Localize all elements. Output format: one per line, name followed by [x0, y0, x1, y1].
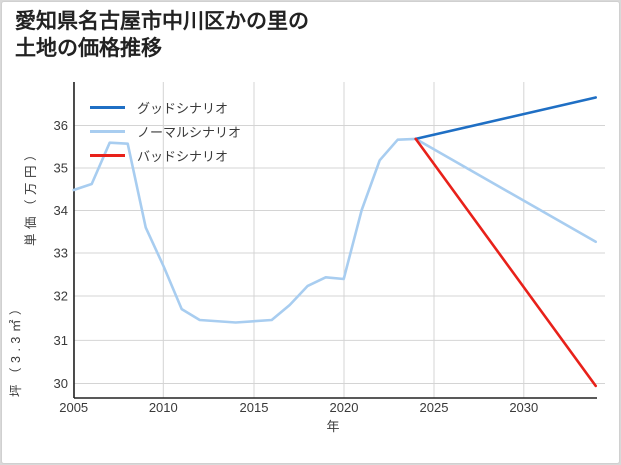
svg-text:2010: 2010	[149, 400, 178, 415]
svg-text:2030: 2030	[509, 400, 538, 415]
svg-text:2025: 2025	[420, 400, 449, 415]
svg-text:33: 33	[54, 246, 68, 261]
svg-text:31: 31	[54, 333, 68, 348]
svg-text:2005: 2005	[59, 400, 88, 415]
svg-text:2020: 2020	[330, 400, 359, 415]
svg-text:30: 30	[54, 376, 68, 391]
svg-text:年: 年	[326, 419, 339, 434]
svg-text:34: 34	[54, 203, 68, 218]
svg-text:32: 32	[54, 289, 68, 304]
svg-text:36: 36	[54, 118, 68, 133]
svg-text:35: 35	[54, 161, 68, 176]
svg-text:2015: 2015	[240, 400, 269, 415]
